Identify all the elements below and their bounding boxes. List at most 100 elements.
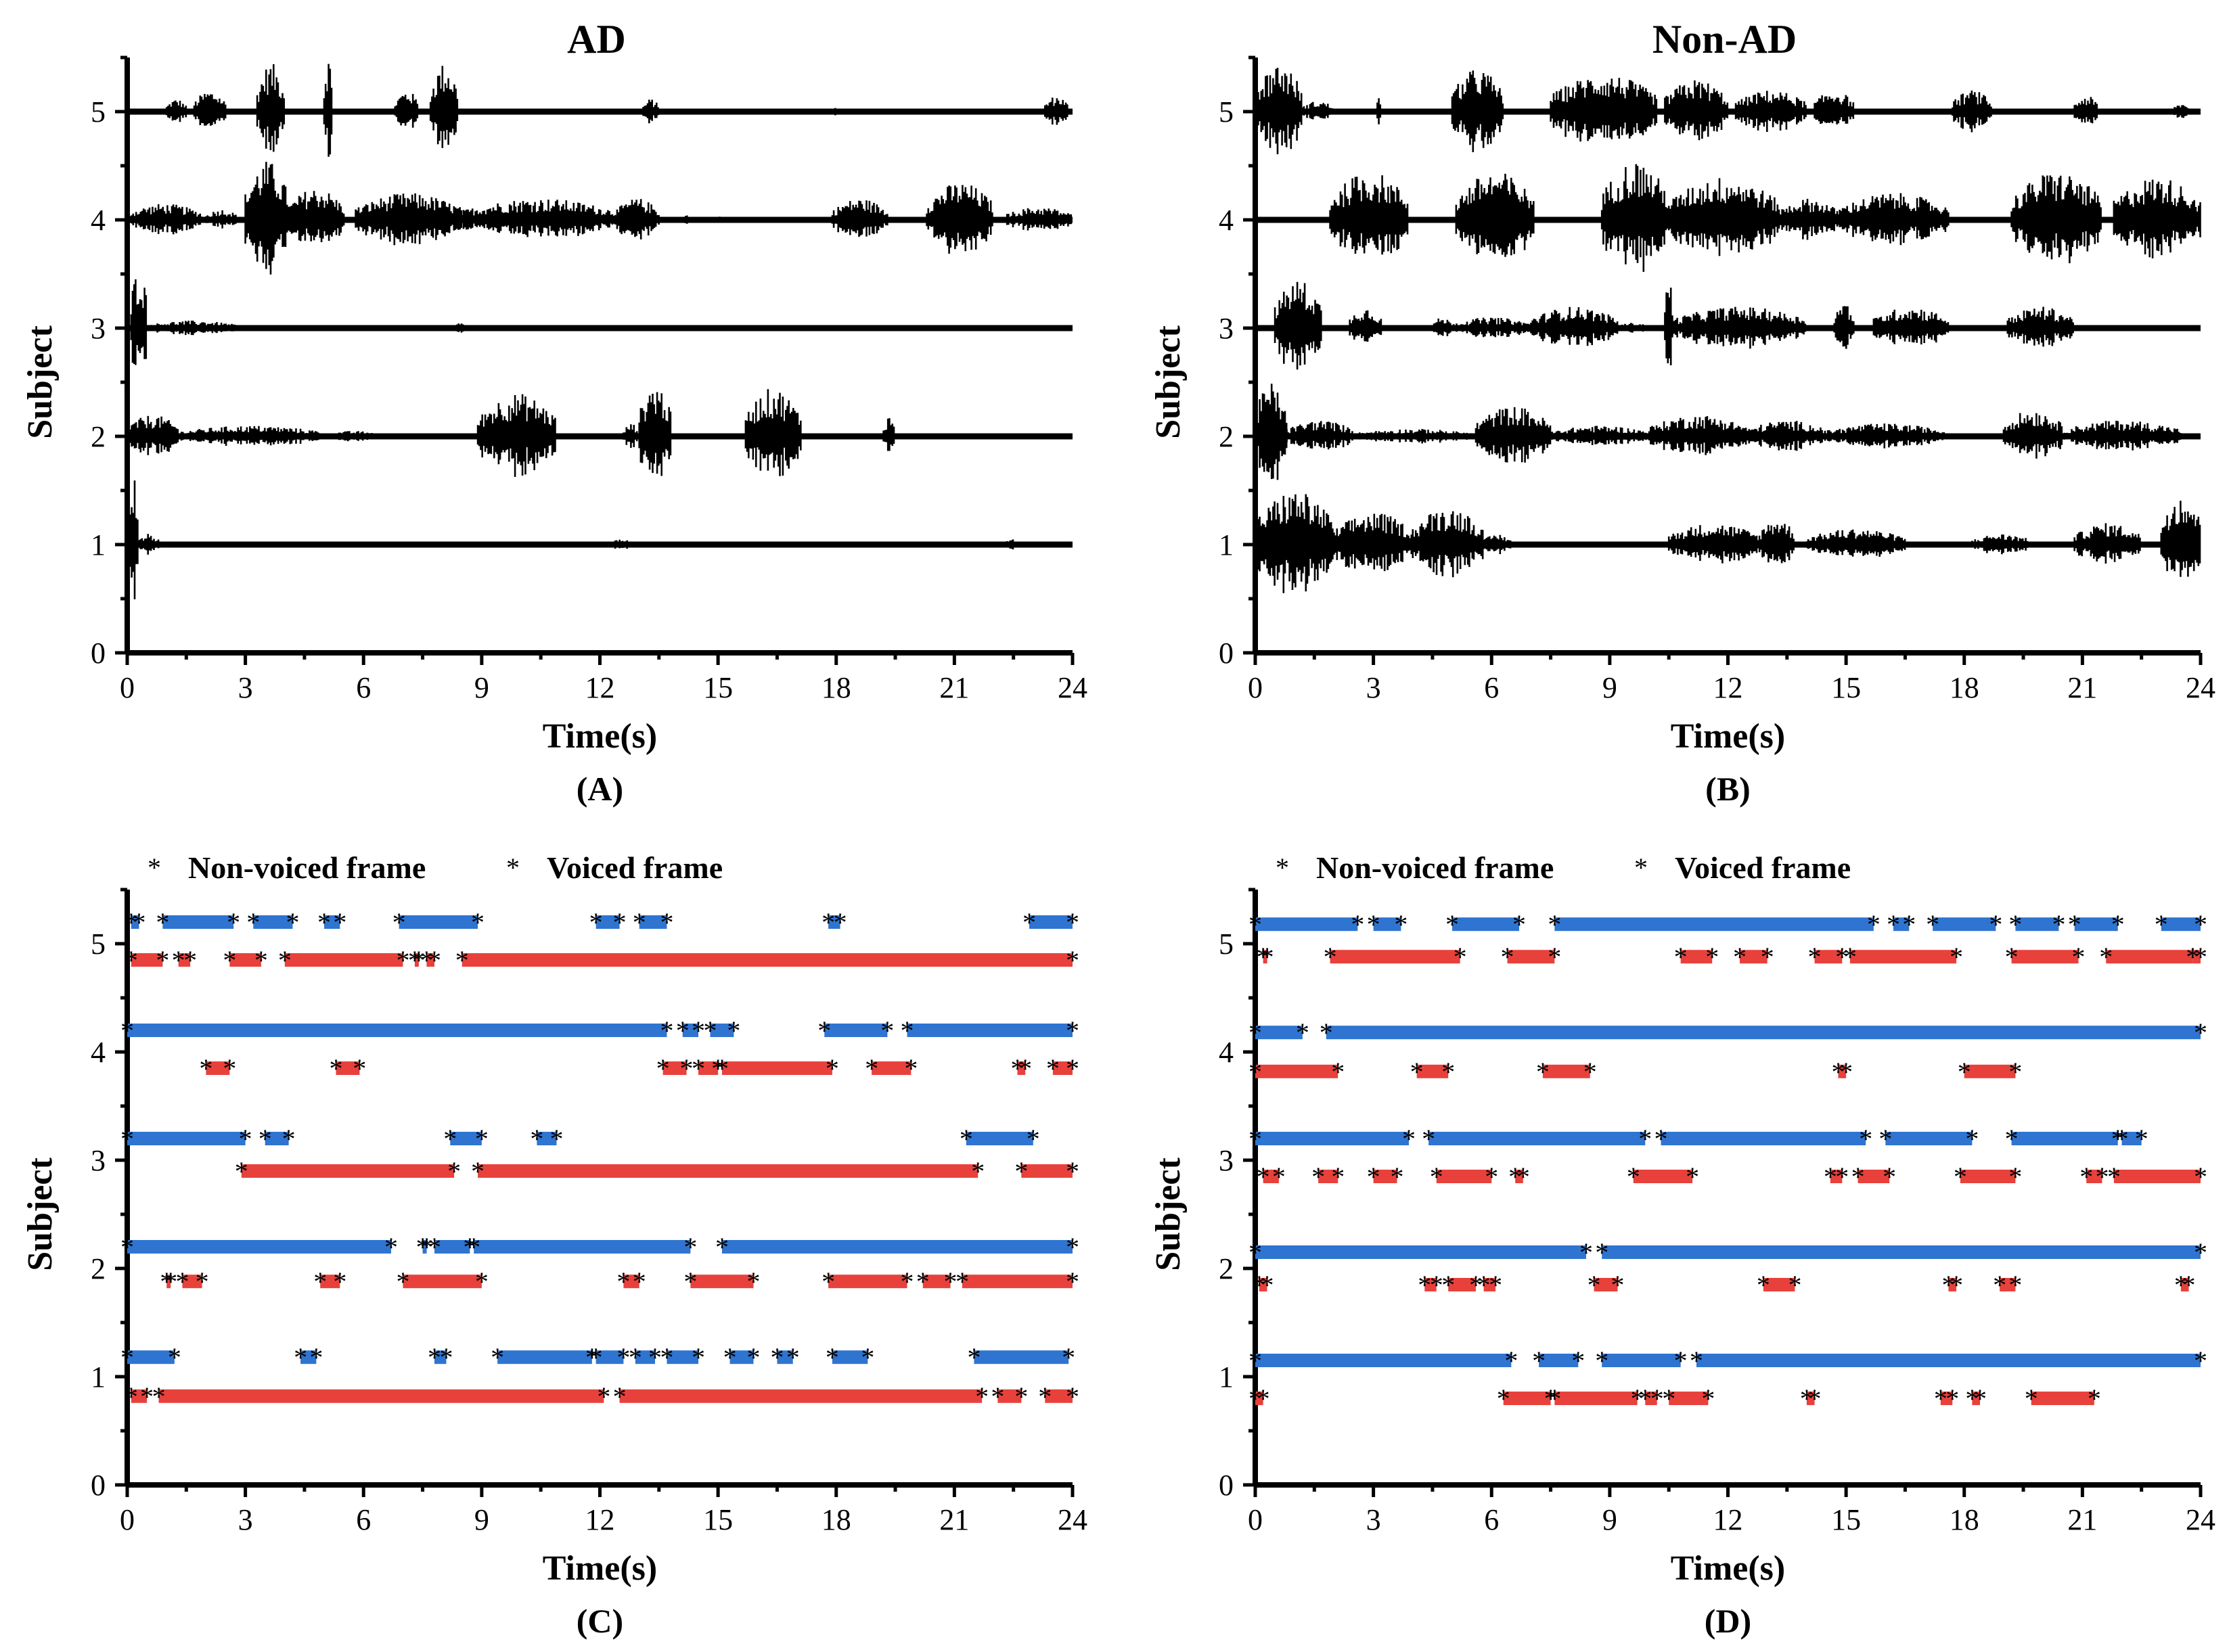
waveform-burst: [1550, 426, 1650, 445]
non-voiced-frames-marker: *: [2099, 942, 2113, 972]
voiced-frames-marker: *: [475, 1124, 489, 1154]
y-tick-label: 5: [91, 927, 106, 961]
non-voiced-frames: [2106, 950, 2193, 964]
voiced-frames: [450, 1132, 482, 1145]
voiced-frames: [1602, 1354, 1681, 1367]
voiced-frames-marker: *: [660, 1342, 673, 1373]
non-voiced-frames-marker: *: [1257, 1383, 1270, 1414]
non-voiced-frames: [158, 1389, 604, 1403]
non-voiced-frames-marker: *: [2186, 942, 2199, 972]
waveform-burst: [126, 480, 139, 599]
voiced-frames-marker: *: [1394, 909, 1408, 940]
non-voiced-frames: [1806, 1392, 1815, 1405]
waveform-burst: [1376, 98, 1382, 124]
voiced-frames-marker: *: [1022, 907, 1036, 938]
non-voiced-frames: [1507, 950, 1555, 964]
voiced-frames-marker: *: [1674, 1346, 1688, 1376]
voiced-frames: [635, 1350, 655, 1364]
non-voiced-frames: [922, 1275, 951, 1289]
waveform-burst: [623, 424, 639, 448]
x-tick-label: 3: [1366, 671, 1381, 704]
x-tick-label: 15: [1831, 671, 1861, 704]
non-voiced-frames-marker: *: [1831, 1057, 1845, 1087]
non-voiced-frames-marker: *: [916, 1266, 930, 1297]
voiced-frames-marker: *: [2111, 1124, 2125, 1154]
non-voiced-frames-marker: *: [125, 1381, 138, 1412]
panel-title: AD: [567, 17, 626, 62]
voiced-frames-marker: *: [2194, 1346, 2207, 1376]
waveform-burst: [138, 534, 160, 555]
waveform-burst: [2073, 97, 2098, 124]
voiced-frames: [1255, 917, 1358, 932]
y-tick-label: 0: [91, 637, 106, 670]
non-voiced-frames: [1554, 1392, 1638, 1405]
non-voiced-frames-marker: *: [333, 1266, 346, 1297]
voiced-frames-marker: *: [2194, 1017, 2207, 1048]
non-voiced-frames: [206, 1061, 230, 1075]
non-voiced-frames: [1483, 1278, 1496, 1291]
waveform-burst: [1825, 423, 1945, 449]
voiced-frames-marker: *: [156, 907, 169, 938]
non-voiced-frames: [619, 1389, 983, 1403]
voiced-frames-marker: *: [633, 907, 646, 938]
non-voiced-frames-marker: *: [1248, 1057, 1262, 1087]
non-voiced-frames: [131, 953, 163, 967]
non-voiced-frames: [1972, 1392, 1981, 1405]
non-voiced-frames: [1318, 1170, 1338, 1183]
voiced-frames-marker: *: [428, 1232, 441, 1262]
non-voiced-frames: [1763, 1278, 1795, 1291]
non-voiced-frames-marker: *: [597, 1381, 610, 1412]
waveform-subject-3: [127, 279, 1073, 365]
non-voiced-frames: [1436, 1170, 1492, 1183]
x-tick-label: 6: [356, 671, 371, 704]
voiced-frames-marker: *: [1367, 909, 1380, 940]
y-tick-label: 1: [1219, 528, 1234, 561]
non-voiced-frames-marker: *: [680, 1053, 694, 1084]
voiced-frames-marker: *: [861, 1342, 874, 1373]
non-voiced-frames-marker: *: [1973, 1383, 1987, 1414]
frames-subject-1: * * * * ** * ** ** ** * * * * * * * * ** ** * * * * * * *: [120, 1342, 1079, 1412]
x-tick-label: 18: [821, 671, 851, 704]
voiced-frames-marker: *: [420, 1232, 434, 1262]
voiced-frames-marker: *: [676, 1015, 690, 1046]
non-voiced-frames-marker: *: [1260, 1270, 1274, 1300]
voiced-frames: [1933, 917, 1996, 932]
non-voiced-frames-marker: *: [183, 945, 197, 976]
voiced-frames-marker: *: [286, 907, 299, 938]
voiced-frames-marker: *: [1512, 909, 1526, 940]
waveform-burst: [1664, 288, 1673, 365]
waveform-burst: [1329, 175, 1409, 255]
voiced-frames-marker: *: [428, 1342, 441, 1373]
y-tick-label: 1: [91, 528, 106, 561]
waveform-burst: [1254, 68, 1303, 154]
voiced-frames-marker: *: [1878, 1124, 1892, 1154]
non-voiced-frames: [2011, 950, 2079, 964]
waveform-burst: [926, 185, 993, 254]
waveform-burst: [193, 93, 227, 126]
voiced-frames-marker: *: [120, 1015, 134, 1046]
waveform-subject-4: [1255, 164, 2201, 272]
non-voiced-frames-marker: *: [1548, 1383, 1561, 1414]
voiced-frames: [2161, 917, 2201, 932]
non-voiced-frames-marker: *: [1788, 1270, 1801, 1300]
non-voiced-frames-marker: *: [613, 1381, 627, 1412]
non-voiced-frames-marker: *: [420, 945, 433, 976]
waveform-burst: [476, 394, 556, 477]
voiced-frames-marker: *: [723, 1342, 737, 1373]
voiced-frames-marker: *: [2155, 909, 2168, 940]
non-voiced-frames-marker: *: [1843, 942, 1857, 972]
voiced-frames-marker: *: [125, 907, 138, 938]
voiced-frames-marker: *: [168, 1342, 181, 1373]
voiced-frames-marker: *: [1027, 1124, 1040, 1154]
non-voiced-frames: [166, 1275, 171, 1289]
voiced-frames: [1661, 1132, 1866, 1145]
voiced-frames: [1255, 1245, 1586, 1259]
y-tick-label: 2: [91, 420, 106, 453]
voiced-frames-marker: *: [786, 1342, 800, 1373]
non-voiced-frames-marker: *: [1548, 942, 1561, 972]
legend-non-voiced-marker: *: [1276, 852, 1289, 883]
voiced-frames-marker: *: [1595, 1346, 1608, 1376]
non-voiced-frames-marker: *: [1391, 1162, 1404, 1192]
non-voiced-frames-marker: *: [1705, 942, 1719, 972]
voiced-frames-marker: *: [589, 907, 603, 938]
